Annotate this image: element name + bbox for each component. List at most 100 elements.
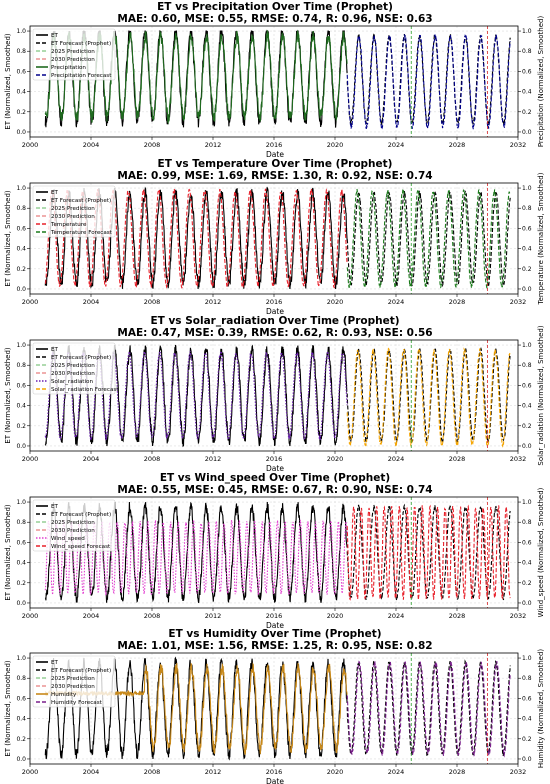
- x-tick-label: 2008: [144, 141, 161, 149]
- x-axis-label: Date: [266, 464, 284, 473]
- y-tick-label-left: 0.4: [16, 560, 26, 567]
- x-tick-label: 2016: [266, 455, 283, 463]
- y-tick-label-right: 0.2: [522, 109, 532, 116]
- y-tick-label-right: 1.0: [522, 655, 532, 662]
- legend-entry: ET: [51, 190, 59, 196]
- legend-entry: Wind_speed: [51, 536, 85, 542]
- y-tick-label-right: 0.8: [522, 48, 532, 55]
- legend-entry: 2030 Prediction: [51, 57, 95, 63]
- x-axis-label: Date: [266, 777, 284, 784]
- legend-entry: ET: [51, 33, 59, 39]
- y-tick-label-right: 0.6: [522, 539, 532, 546]
- x-tick-label: 2016: [266, 141, 283, 149]
- legend-entry: 2030 Prediction: [51, 684, 95, 690]
- y-tick-label-left: 1.0: [16, 655, 26, 662]
- legend: ET ET Forecast (Prophet) 2025 Prediction 20…: [32, 342, 119, 395]
- y-axis-label-right: Humidity (Normalized, Smoothed): [537, 649, 545, 769]
- x-tick-label: 2032: [510, 298, 527, 306]
- legend-entry: Wind_speed Forecast: [51, 544, 111, 550]
- x-tick-label: 2028: [449, 455, 466, 463]
- chart-subtitle: MAE: 0.55, MSE: 0.45, RMSE: 0.67, R: 0.9…: [117, 484, 432, 496]
- y-tick-label-right: 0.8: [522, 205, 532, 212]
- legend: ET ET Forecast (Prophet) 2025 Prediction 20…: [32, 28, 116, 81]
- y-tick-label-left: 0.6: [16, 539, 26, 546]
- series-line-solar-radiation: [44, 349, 348, 442]
- y-tick-label-right: 0.0: [522, 443, 532, 450]
- chart-subtitle: MAE: 0.60, MSE: 0.55, RMSE: 0.74, R: 0.9…: [117, 13, 432, 25]
- y-tick-label-left: 0.4: [16, 716, 26, 723]
- x-tick-label: 2004: [83, 612, 100, 620]
- y-tick-label-right: 0.4: [522, 560, 532, 567]
- legend-box: [32, 655, 116, 708]
- chart-panel-4: ET vs Wind_speed Over Time (Prophet)MAE:…: [4, 472, 545, 630]
- y-tick-label-left: 0.4: [16, 403, 26, 410]
- y-tick-label-left: 0.0: [16, 443, 26, 450]
- series-line-solar-radiation-forecast: [346, 347, 511, 448]
- y-tick-label-left: 0.8: [16, 362, 26, 369]
- y-tick-label-right: 0.2: [522, 736, 532, 743]
- y-tick-label-right: 1.0: [522, 499, 532, 506]
- y-tick-label-left: 0.8: [16, 205, 26, 212]
- y-axis-label-right: Wind_speed (Normalized, Smoothed): [537, 487, 545, 617]
- legend-entry: ET Forecast (Prophet): [51, 198, 111, 204]
- legend-entry: ET Forecast (Prophet): [51, 41, 111, 47]
- x-tick-label: 2020: [327, 298, 344, 306]
- y-axis-label-left: ET (Normalized, Smoothed): [4, 347, 12, 444]
- x-tick-label: 2008: [144, 768, 161, 776]
- y-tick-label-right: 0.8: [522, 675, 532, 682]
- y-tick-label-right: 0.2: [522, 423, 532, 430]
- y-tick-label-left: 0.2: [16, 109, 26, 116]
- legend-entry: ET: [51, 347, 59, 353]
- x-tick-label: 2016: [266, 768, 283, 776]
- x-tick-label: 2024: [388, 612, 405, 620]
- x-tick-label: 2008: [144, 298, 161, 306]
- y-tick-label-right: 0.8: [522, 519, 532, 526]
- y-tick-label-right: 0.6: [522, 225, 532, 232]
- x-tick-label: 2024: [388, 298, 405, 306]
- x-tick-label: 2028: [449, 298, 466, 306]
- x-tick-label: 2000: [22, 768, 39, 776]
- y-tick-label-right: 0.0: [522, 286, 532, 293]
- legend-entry: 2025 Prediction: [51, 363, 95, 369]
- y-tick-label-left: 0.6: [16, 68, 26, 75]
- legend-entry: ET Forecast (Prophet): [51, 355, 111, 361]
- y-tick-label-left: 0.0: [16, 129, 26, 136]
- legend-entry: Precipitation Forecast: [51, 73, 112, 79]
- x-tick-label: 2024: [388, 455, 405, 463]
- series-line-et-forecast-prophet-: [346, 503, 511, 601]
- series-line-humidity-forecast: [346, 660, 511, 758]
- x-tick-label: 2020: [327, 768, 344, 776]
- y-tick-label-right: 0.8: [522, 362, 532, 369]
- chart-panel-5: ET vs Humidity Over Time (Prophet)MAE: 1…: [4, 628, 545, 784]
- plot-frame: [29, 496, 519, 609]
- y-tick-label-left: 0.4: [16, 246, 26, 253]
- x-tick-label: 2012: [205, 141, 222, 149]
- y-tick-label-left: 1.0: [16, 28, 26, 35]
- x-tick-label: 2020: [327, 455, 344, 463]
- x-tick-label: 2028: [449, 612, 466, 620]
- x-tick-label: 2020: [327, 612, 344, 620]
- x-tick-label: 2000: [22, 141, 39, 149]
- x-tick-label: 2012: [205, 455, 222, 463]
- y-tick-label-right: 0.0: [522, 756, 532, 763]
- series-line-et-forecast-prophet-: [346, 659, 511, 757]
- legend-entry: Temperature Forecast: [50, 230, 113, 236]
- y-tick-label-left: 0.8: [16, 48, 26, 55]
- x-tick-label: 2004: [83, 455, 100, 463]
- y-tick-label-left: 0.0: [16, 600, 26, 607]
- legend-entry: 2025 Prediction: [51, 49, 95, 55]
- y-tick-label-left: 0.6: [16, 382, 26, 389]
- x-tick-label: 2032: [510, 141, 527, 149]
- legend: ET ET Forecast (Prophet) 2025 Prediction 20…: [32, 185, 116, 238]
- y-tick-label-right: 0.4: [522, 403, 532, 410]
- legend-entry: 2025 Prediction: [51, 520, 95, 526]
- x-tick-label: 2000: [22, 455, 39, 463]
- x-tick-label: 2004: [83, 768, 100, 776]
- chart-panel-1: ET vs Precipitation Over Time (Prophet)M…: [4, 1, 545, 159]
- legend-entry: 2025 Prediction: [51, 676, 95, 682]
- legend-entry: Temperature: [50, 222, 87, 228]
- chart-panel-2: ET vs Temperature Over Time (Prophet)MAE…: [4, 158, 545, 316]
- series-line-wind-speed-forecast: [346, 504, 511, 601]
- y-tick-label-right: 0.4: [522, 246, 532, 253]
- x-tick-label: 2024: [388, 768, 405, 776]
